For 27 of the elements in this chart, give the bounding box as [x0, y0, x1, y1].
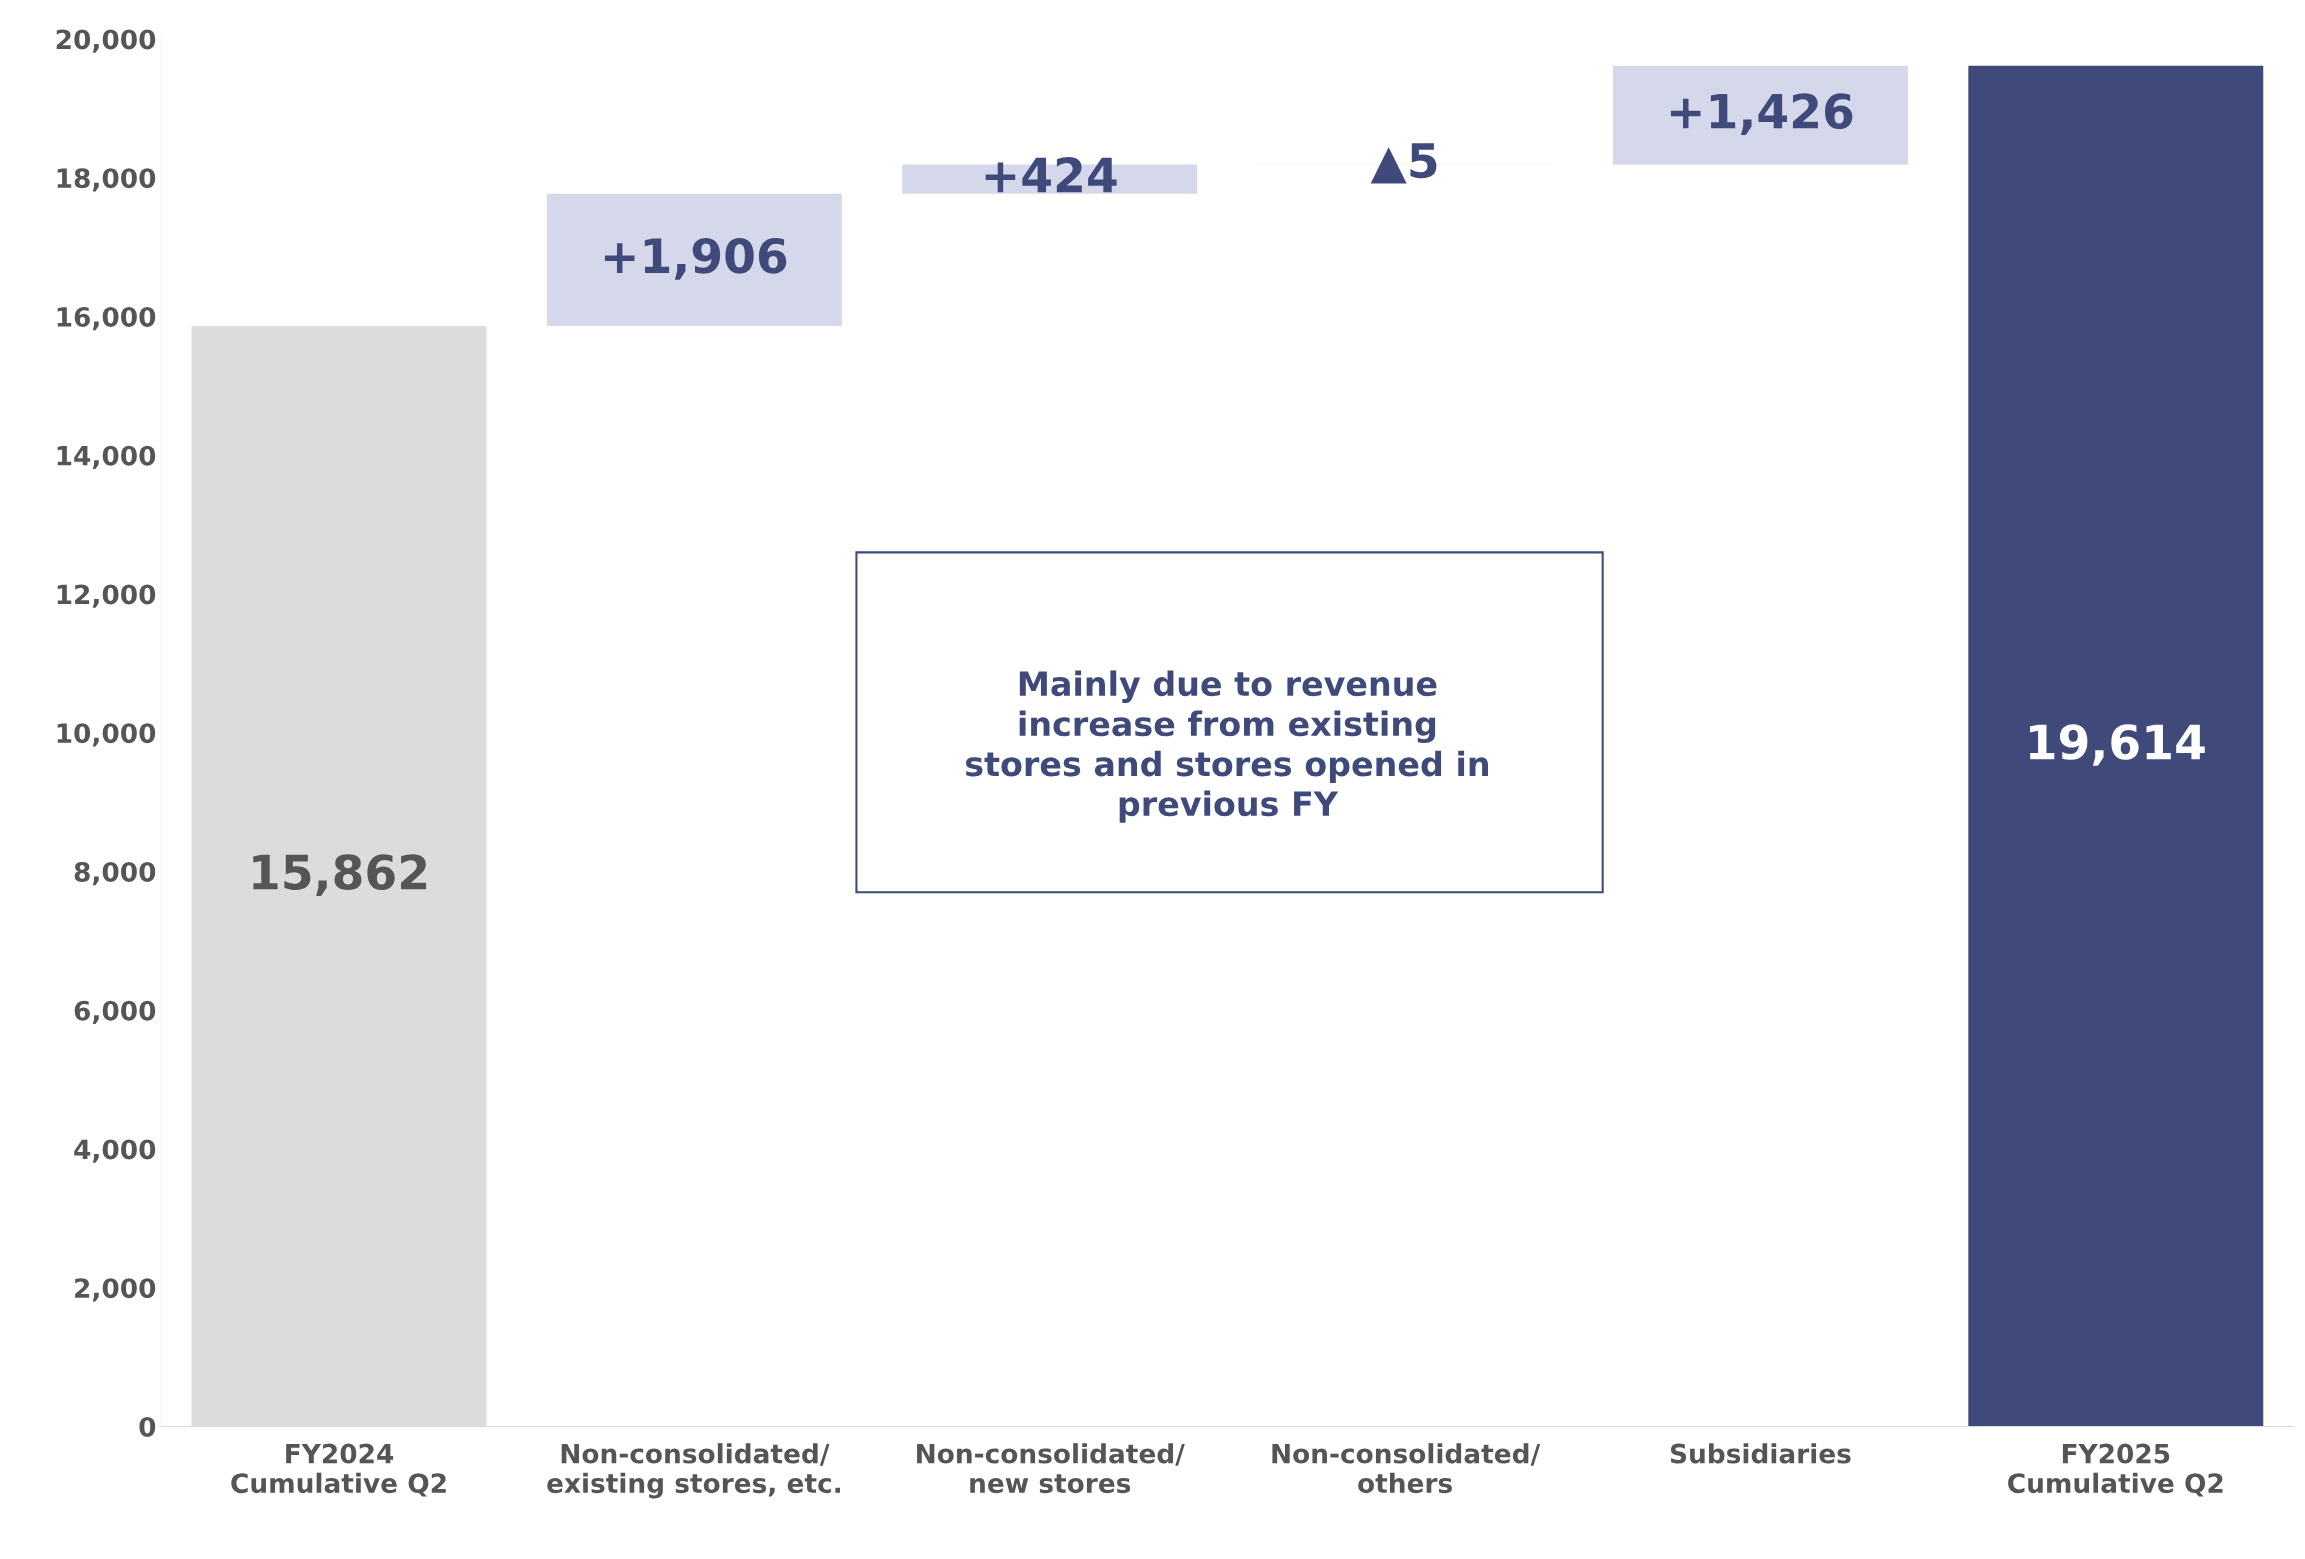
y-tick-label: 4,000: [74, 1139, 156, 1163]
data-label: ▲5: [1370, 143, 1437, 184]
y-tick-label: 14,000: [57, 445, 156, 469]
data-label: 15,862: [253, 854, 427, 897]
x-tick-label: Non-consolidated/ others: [1272, 1443, 1541, 1494]
x-tick-label: Non-consolidated/ existing stores, etc.: [547, 1443, 841, 1499]
y-tick-label: 10,000: [57, 723, 156, 747]
annotation: Mainly due to revenue increase from existing stores and stores opened in previous FY: [965, 670, 1488, 823]
y-tick-label: 12,000: [57, 584, 156, 608]
x-tick-label: Subsidiaries: [1670, 1443, 1851, 1464]
x-tick-label: Non-consolidated/ new stores: [917, 1443, 1185, 1494]
y-tick-label: 18,000: [57, 168, 156, 192]
y-tick-label: 6,000: [74, 1000, 156, 1025]
y-tick-label: 2,000: [75, 1278, 156, 1302]
bar: [546, 193, 842, 327]
x-tick-label: FY2024 Cumulative Q2: [231, 1443, 446, 1497]
bar: [1612, 65, 1908, 165]
data-label: +1,426: [1670, 93, 1853, 136]
y-tick-label: 8,000: [74, 861, 156, 886]
y-tick-label: 16,000: [57, 306, 156, 331]
data-label: +424: [985, 157, 1117, 193]
data-label: 19,614: [2030, 724, 2205, 766]
bar: [1968, 65, 2264, 1427]
x-tick-label: FY2025 Cumulative Q2: [2008, 1443, 2223, 1497]
data-label: +1,906: [604, 237, 787, 280]
y-tick-label: 0: [139, 1416, 156, 1437]
y-tick-label: 20,000: [56, 29, 156, 53]
